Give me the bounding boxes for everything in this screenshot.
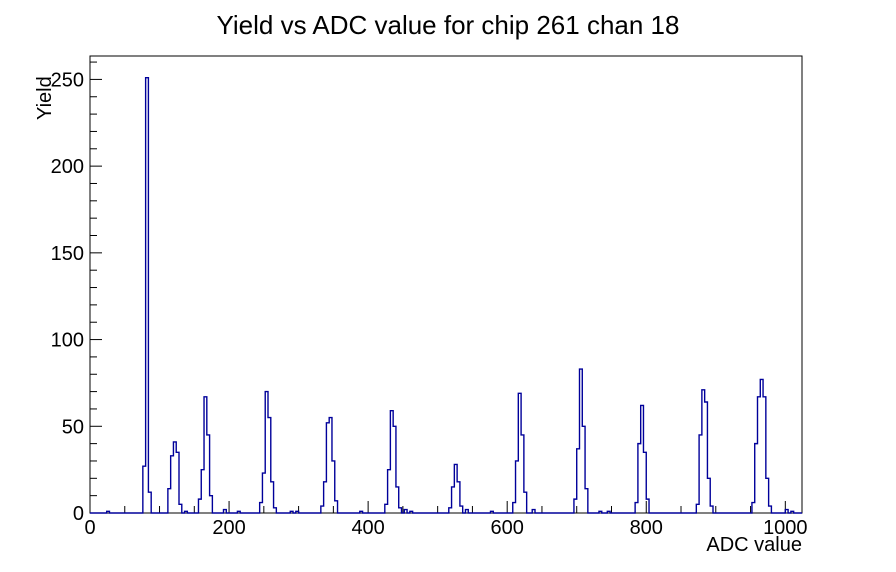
y-tick-label: 200: [51, 156, 84, 178]
x-tick-label: 400: [351, 517, 384, 539]
histogram-line: [90, 76, 802, 514]
x-tick-label: 800: [630, 517, 663, 539]
x-tick-label: 600: [491, 517, 524, 539]
x-tick-label: 1000: [763, 517, 808, 539]
y-tick-label: 100: [51, 330, 84, 352]
y-tick-label: 50: [62, 416, 84, 438]
y-tick-label: 250: [51, 69, 84, 91]
x-tick-label: 200: [212, 517, 245, 539]
x-tick-label: 0: [84, 517, 95, 539]
x-axis-title: ADC value: [706, 534, 802, 556]
plot-frame: [89, 55, 803, 514]
y-tick-label: 150: [51, 243, 84, 265]
y-tick-label: 0: [73, 503, 84, 525]
chart-title: Yield vs ADC value for chip 261 chan 18: [216, 10, 680, 40]
